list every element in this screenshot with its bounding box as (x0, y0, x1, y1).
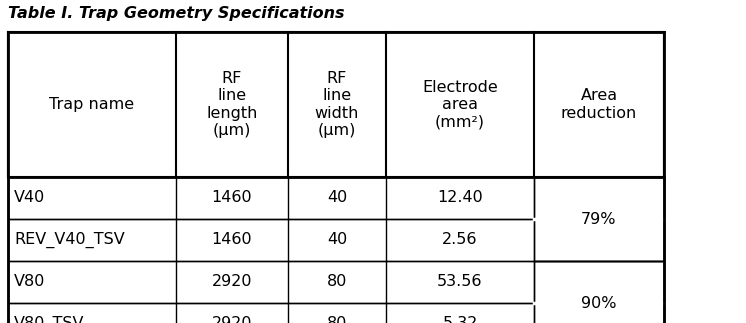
Text: RF
line
width
(μm): RF line width (μm) (315, 71, 359, 138)
Text: REV_V40_TSV: REV_V40_TSV (14, 232, 125, 248)
Text: 90%: 90% (581, 296, 617, 310)
Bar (8, 261, 664, 303)
Text: 1460: 1460 (212, 233, 252, 247)
Bar (8, 219, 664, 261)
Text: V80_TSV: V80_TSV (14, 316, 84, 323)
Text: V80: V80 (14, 275, 46, 289)
Text: 80: 80 (327, 275, 347, 289)
Bar (534, 177, 664, 261)
Text: 40: 40 (327, 233, 347, 247)
Bar (8, 303, 664, 323)
Text: 2920: 2920 (212, 275, 252, 289)
Text: 12.40: 12.40 (437, 191, 483, 205)
Text: Electrode
area
(mm²): Electrode area (mm²) (422, 79, 498, 130)
Text: 5.32: 5.32 (442, 317, 477, 323)
Text: 53.56: 53.56 (437, 275, 483, 289)
Text: Trap name: Trap name (49, 97, 134, 112)
Text: 2920: 2920 (212, 317, 252, 323)
Text: 1460: 1460 (212, 191, 252, 205)
Text: RF
line
length
(μm): RF line length (μm) (207, 71, 257, 138)
Text: 40: 40 (327, 191, 347, 205)
Bar (534, 261, 664, 323)
Text: 79%: 79% (581, 212, 617, 226)
Text: Table I. Trap Geometry Specifications: Table I. Trap Geometry Specifications (8, 6, 345, 21)
Text: V40: V40 (14, 191, 46, 205)
Bar (8, 32, 664, 177)
Text: 80: 80 (327, 317, 347, 323)
Text: Area
reduction: Area reduction (561, 88, 637, 121)
Text: 2.56: 2.56 (442, 233, 477, 247)
Bar (8, 177, 664, 219)
